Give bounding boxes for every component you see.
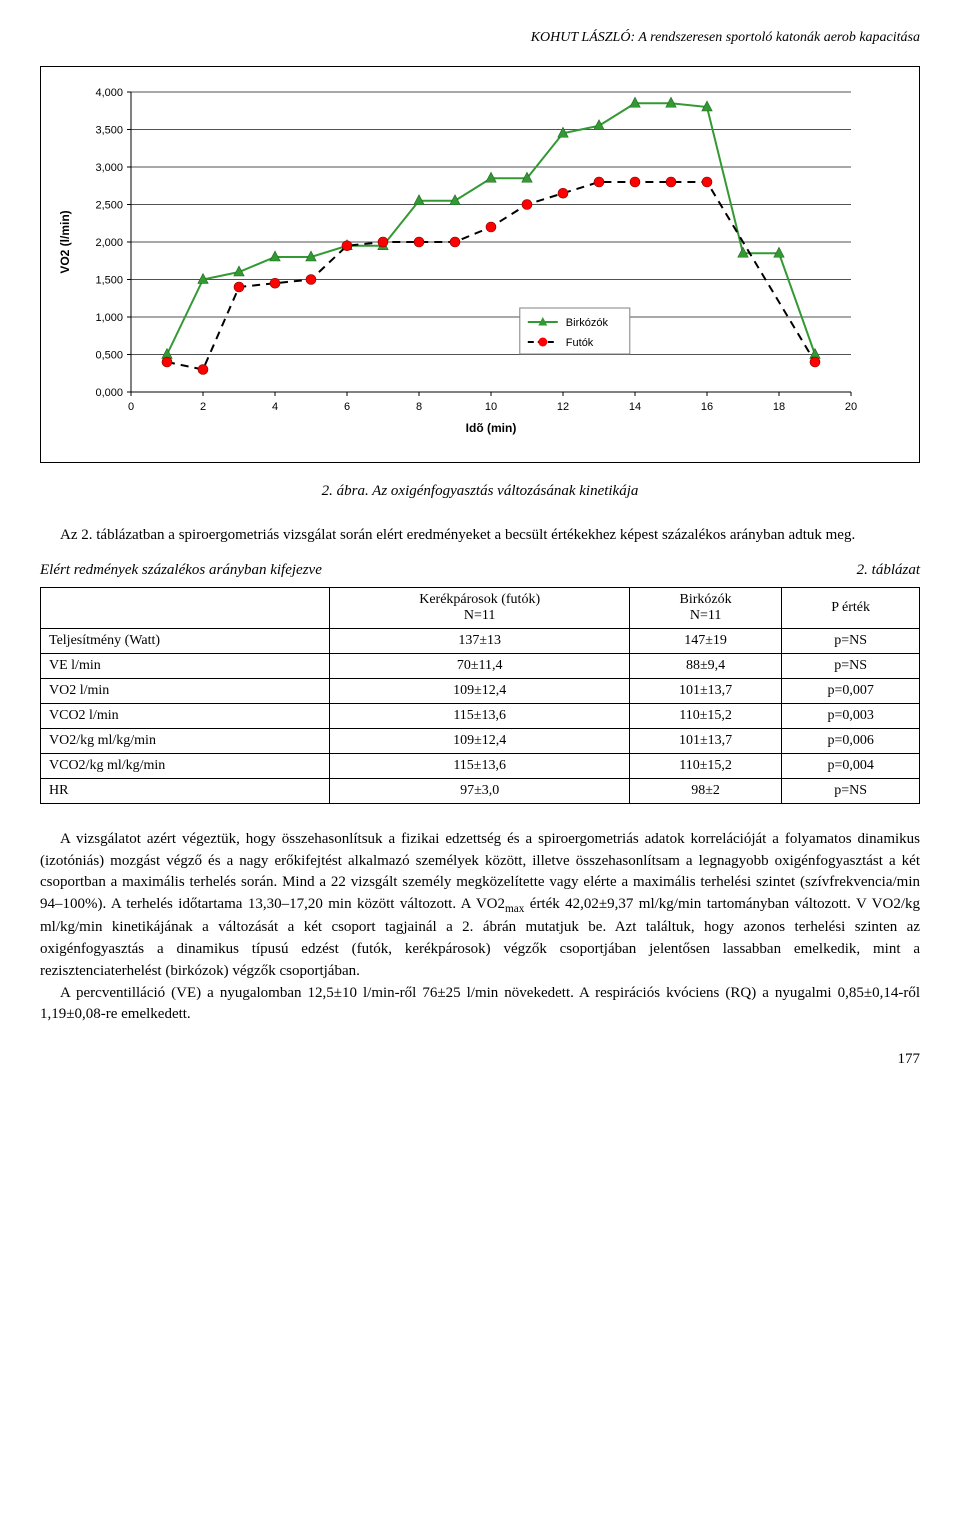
svg-text:4,000: 4,000 — [95, 87, 123, 99]
table-cell: p=0,007 — [782, 678, 920, 703]
svg-text:16: 16 — [701, 401, 713, 413]
table-row: Teljesítmény (Watt)137±13147±19p=NS — [41, 628, 920, 653]
table-cell: 147±19 — [629, 628, 781, 653]
page-number: 177 — [40, 1051, 920, 1068]
table-title: Elért redmények százalékos arányban kife… — [40, 562, 322, 578]
table-cell: p=NS — [782, 778, 920, 803]
figure-caption: 2. ábra. Az oxigénfogyasztás változásána… — [40, 483, 920, 500]
table-row: VCO2 l/min115±13,6110±15,2p=0,003 — [41, 703, 920, 728]
table-cell: 110±15,2 — [629, 753, 781, 778]
table-cell: 115±13,6 — [330, 703, 629, 728]
svg-text:0,500: 0,500 — [95, 350, 123, 362]
table-header-cell — [41, 587, 330, 628]
table-title-row: Elért redmények százalékos arányban kife… — [40, 562, 920, 579]
page-header: KOHUT LÁSZLÓ: A rendszeresen sportoló ka… — [40, 30, 920, 46]
table-cell: VCO2 l/min — [41, 703, 330, 728]
svg-text:3,000: 3,000 — [95, 162, 123, 174]
table-cell: p=0,006 — [782, 728, 920, 753]
chart-svg: 0,000 0,500 1,000 1,500 2,000 2,500 3,000 3,500… — [51, 82, 871, 442]
table-cell: VO2/kg ml/kg/min — [41, 728, 330, 753]
table-cell: VO2 l/min — [41, 678, 330, 703]
table-cell: 110±15,2 — [629, 703, 781, 728]
table-cell: 101±13,7 — [629, 678, 781, 703]
table-row: VCO2/kg ml/kg/min115±13,6110±15,2p=0,004 — [41, 753, 920, 778]
table-cell: p=0,003 — [782, 703, 920, 728]
table-cell: 70±11,4 — [330, 653, 629, 678]
svg-text:VO2 (l/min): VO2 (l/min) — [58, 210, 72, 273]
table-row: VO2 l/min109±12,4101±13,7p=0,007 — [41, 678, 920, 703]
results-table: Kerékpárosok (futók)N=11BirkózókN=11P ér… — [40, 587, 920, 804]
svg-text:0: 0 — [128, 401, 134, 413]
svg-text:0,000: 0,000 — [95, 387, 123, 399]
table-row: VE l/min70±11,488±9,4p=NS — [41, 653, 920, 678]
table-cell: p=NS — [782, 653, 920, 678]
svg-text:10: 10 — [485, 401, 497, 413]
svg-text:14: 14 — [629, 401, 641, 413]
table-cell: HR — [41, 778, 330, 803]
svg-text:4: 4 — [272, 401, 278, 413]
intro-paragraph: Az 2. táblázatban a spiroergometriás viz… — [40, 525, 920, 547]
body-paragraph-2: A percventilláció (VE) a nyugalomban 12,… — [40, 983, 920, 1027]
svg-text:6: 6 — [344, 401, 350, 413]
svg-text:12: 12 — [557, 401, 569, 413]
table-header-cell: P érték — [782, 587, 920, 628]
svg-text:Birkózók: Birkózók — [566, 317, 609, 329]
svg-text:18: 18 — [773, 401, 785, 413]
table-cell: Teljesítmény (Watt) — [41, 628, 330, 653]
table-header-cell: Kerékpárosok (futók)N=11 — [330, 587, 629, 628]
table-cell: 109±12,4 — [330, 678, 629, 703]
body-text: A vizsgálatot azért végeztük, hogy össze… — [40, 829, 920, 1026]
svg-text:2,000: 2,000 — [95, 237, 123, 249]
svg-text:3,500: 3,500 — [95, 125, 123, 137]
table-row: VO2/kg ml/kg/min109±12,4101±13,7p=0,006 — [41, 728, 920, 753]
table-cell: 101±13,7 — [629, 728, 781, 753]
table-cell: p=NS — [782, 628, 920, 653]
svg-text:2,500: 2,500 — [95, 200, 123, 212]
table-cell: p=0,004 — [782, 753, 920, 778]
table-label: 2. táblázat — [857, 562, 920, 579]
chart-frame: 0,000 0,500 1,000 1,500 2,000 2,500 3,000 3,500… — [40, 66, 920, 463]
line-chart: 0,000 0,500 1,000 1,500 2,000 2,500 3,000 3,500… — [51, 82, 909, 447]
table-row: HR97±3,098±2p=NS — [41, 778, 920, 803]
table-cell: 109±12,4 — [330, 728, 629, 753]
table-cell: 115±13,6 — [330, 753, 629, 778]
svg-text:1,500: 1,500 — [95, 275, 123, 287]
svg-text:20: 20 — [845, 401, 857, 413]
table-cell: 97±3,0 — [330, 778, 629, 803]
svg-text:2: 2 — [200, 401, 206, 413]
svg-text:1,000: 1,000 — [95, 312, 123, 324]
table-cell: VCO2/kg ml/kg/min — [41, 753, 330, 778]
svg-text:Idõ (min): Idõ (min) — [466, 421, 517, 435]
table-cell: VE l/min — [41, 653, 330, 678]
body-paragraph-1: A vizsgálatot azért végeztük, hogy össze… — [40, 829, 920, 983]
table-cell: 88±9,4 — [629, 653, 781, 678]
table-header-cell: BirkózókN=11 — [629, 587, 781, 628]
table-cell: 137±13 — [330, 628, 629, 653]
table-cell: 98±2 — [629, 778, 781, 803]
svg-text:Futók: Futók — [566, 337, 594, 349]
svg-text:8: 8 — [416, 401, 422, 413]
